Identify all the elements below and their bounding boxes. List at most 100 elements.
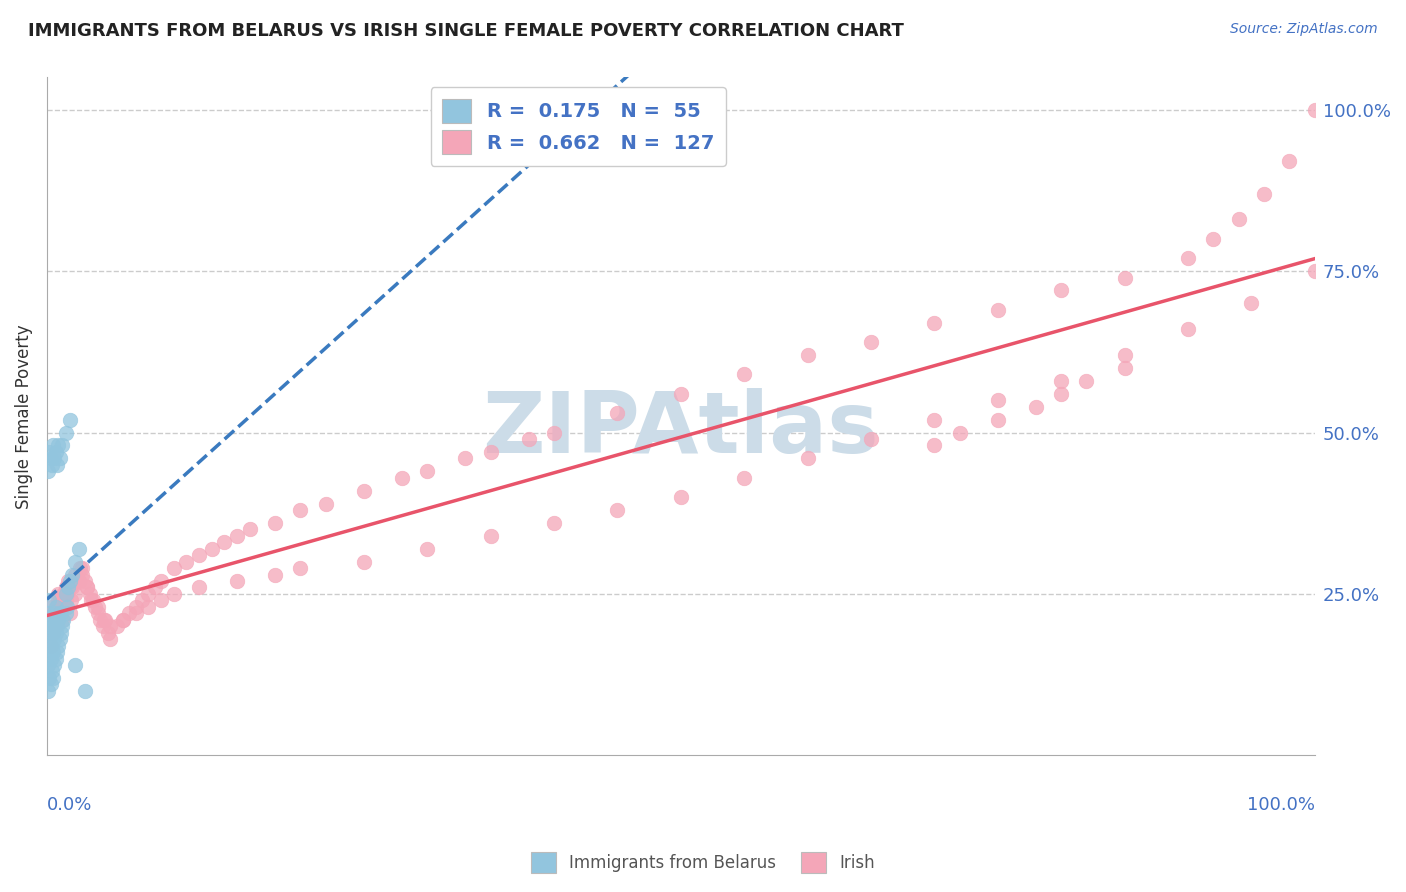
Point — [45, 619, 67, 633]
Point — [188, 548, 211, 562]
Point — [1227, 212, 1250, 227]
Point — [46, 438, 69, 452]
Point — [924, 316, 946, 330]
Point — [796, 348, 818, 362]
Point — [987, 393, 1010, 408]
Point — [37, 632, 59, 647]
Point — [58, 574, 80, 588]
Point — [105, 619, 128, 633]
Point — [46, 587, 69, 601]
Point — [38, 645, 60, 659]
Point — [44, 657, 66, 672]
Point — [46, 593, 69, 607]
Point — [150, 593, 173, 607]
Point — [51, 599, 73, 614]
Point — [60, 567, 83, 582]
Point — [391, 471, 413, 485]
Point — [49, 607, 72, 621]
Point — [48, 593, 70, 607]
Point — [416, 464, 439, 478]
Point — [226, 529, 249, 543]
Point — [41, 613, 63, 627]
Point — [67, 541, 90, 556]
Point — [49, 625, 72, 640]
Y-axis label: Single Female Poverty: Single Female Poverty — [15, 324, 32, 508]
Point — [124, 599, 146, 614]
Point — [63, 657, 86, 672]
Point — [42, 671, 65, 685]
Point — [1050, 284, 1073, 298]
Point — [669, 490, 692, 504]
Point — [46, 619, 69, 633]
Point — [59, 593, 82, 607]
Point — [315, 497, 337, 511]
Point — [44, 613, 66, 627]
Point — [987, 302, 1010, 317]
Legend: R =  0.175   N =  55, R =  0.662   N =  127: R = 0.175 N = 55, R = 0.662 N = 127 — [430, 87, 725, 166]
Point — [1050, 386, 1073, 401]
Point — [55, 425, 77, 440]
Point — [454, 451, 477, 466]
Point — [150, 574, 173, 588]
Point — [42, 619, 65, 633]
Point — [52, 587, 75, 601]
Point — [94, 613, 117, 627]
Point — [51, 619, 73, 633]
Point — [41, 458, 63, 472]
Point — [1177, 251, 1199, 265]
Point — [91, 619, 114, 633]
Point — [38, 619, 60, 633]
Point — [45, 651, 67, 665]
Point — [1025, 400, 1047, 414]
Point — [60, 581, 83, 595]
Text: 0.0%: 0.0% — [46, 796, 93, 814]
Point — [859, 432, 882, 446]
Point — [1076, 374, 1098, 388]
Point — [42, 625, 65, 640]
Point — [239, 522, 262, 536]
Point — [44, 451, 66, 466]
Point — [45, 613, 67, 627]
Point — [39, 651, 62, 665]
Point — [44, 607, 66, 621]
Point — [58, 581, 80, 595]
Point — [176, 555, 198, 569]
Point — [67, 574, 90, 588]
Point — [41, 665, 63, 679]
Point — [56, 587, 79, 601]
Point — [37, 657, 59, 672]
Point — [924, 412, 946, 426]
Point — [1202, 232, 1225, 246]
Point — [131, 593, 153, 607]
Point — [987, 412, 1010, 426]
Point — [48, 599, 70, 614]
Point — [290, 503, 312, 517]
Point — [38, 619, 60, 633]
Point — [517, 432, 540, 446]
Point — [45, 625, 67, 640]
Point — [163, 561, 186, 575]
Point — [1278, 154, 1301, 169]
Point — [1050, 374, 1073, 388]
Point — [86, 607, 108, 621]
Point — [59, 574, 82, 588]
Point — [111, 613, 134, 627]
Point — [143, 581, 166, 595]
Point — [416, 541, 439, 556]
Point — [37, 683, 59, 698]
Point — [37, 464, 59, 478]
Point — [37, 607, 59, 621]
Point — [796, 451, 818, 466]
Point — [79, 587, 101, 601]
Point — [76, 581, 98, 595]
Point — [41, 639, 63, 653]
Point — [53, 593, 76, 607]
Point — [72, 561, 94, 575]
Point — [606, 406, 628, 420]
Point — [72, 567, 94, 582]
Point — [48, 451, 70, 466]
Point — [86, 599, 108, 614]
Point — [733, 368, 755, 382]
Point — [479, 529, 502, 543]
Point — [39, 639, 62, 653]
